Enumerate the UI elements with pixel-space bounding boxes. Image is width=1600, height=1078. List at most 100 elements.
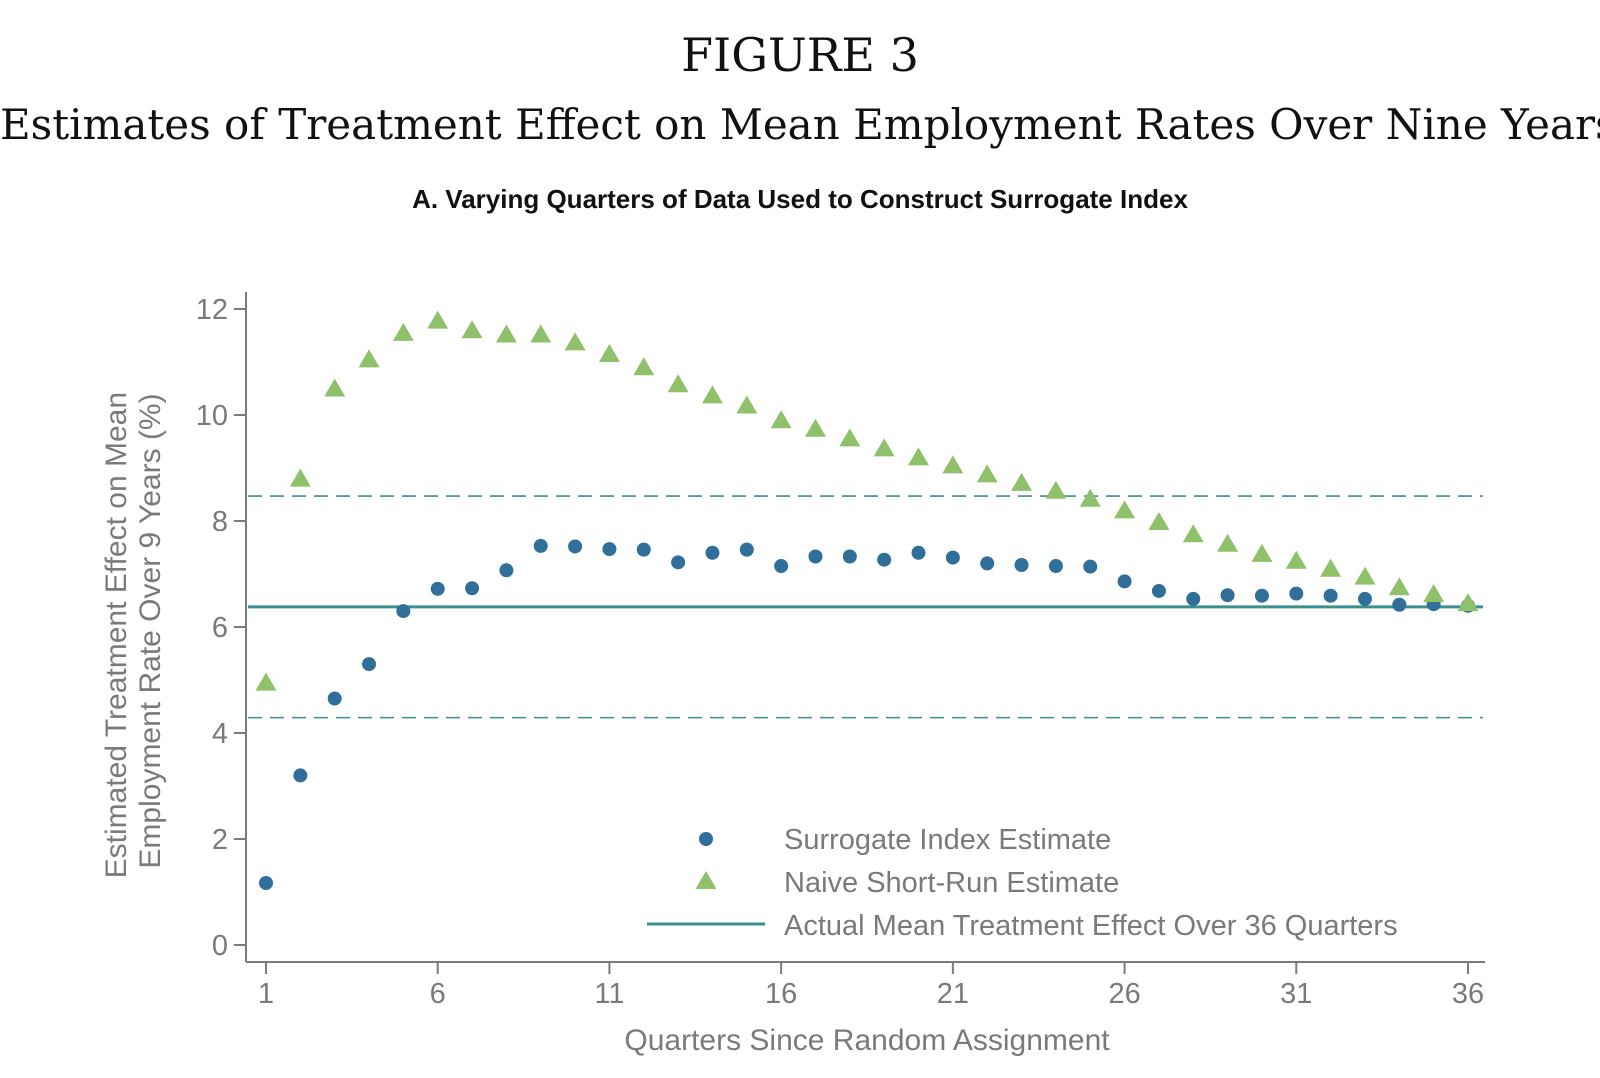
- surrogate-point: [1220, 588, 1235, 603]
- naive-point: [908, 447, 930, 466]
- y-axis-label-line-1: Estimated Treatment Effect on Mean: [100, 392, 133, 878]
- naive-point: [461, 320, 483, 339]
- naive-point: [1114, 500, 1136, 519]
- surrogate-point: [1083, 559, 1098, 574]
- figure-title: Estimates of Treatment Effect on Mean Em…: [0, 100, 1600, 149]
- surrogate-point: [877, 552, 892, 567]
- y-axis-label: Estimated Treatment Effect on Mean Emplo…: [100, 384, 167, 879]
- y-tick-label: 10: [196, 400, 228, 432]
- surrogate-point: [808, 549, 823, 564]
- legend-triangle-symbol: [695, 871, 717, 889]
- naive-point: [289, 468, 311, 487]
- y-tick-label: 0: [212, 930, 228, 962]
- naive-point: [873, 438, 895, 457]
- naive-point: [1182, 524, 1204, 543]
- naive-point: [1011, 472, 1033, 491]
- naive-point: [839, 428, 861, 447]
- naive-point: [1354, 566, 1376, 585]
- x-tick-label: 6: [430, 978, 446, 1010]
- naive-point: [976, 464, 998, 483]
- surrogate-point: [980, 556, 995, 571]
- surrogate-point: [705, 545, 720, 560]
- naive-point: [736, 395, 758, 414]
- naive-point: [427, 310, 449, 329]
- surrogate-point: [1048, 559, 1063, 574]
- naive-point: [667, 374, 689, 393]
- naive-point: [1320, 558, 1342, 577]
- panel-title: A. Varying Quarters of Data Used to Cons…: [412, 184, 1188, 214]
- surrogate-point: [1151, 583, 1166, 598]
- naive-point: [255, 672, 277, 691]
- naive-point: [358, 349, 380, 368]
- x-tick-label: 1: [258, 978, 274, 1010]
- x-tick-label: 26: [1108, 978, 1140, 1010]
- naive-point: [495, 324, 517, 343]
- legend-label: Naive Short-Run Estimate: [784, 867, 1119, 899]
- surrogate-point: [774, 559, 789, 574]
- surrogate-point: [430, 581, 445, 596]
- y-tick-label: 12: [196, 294, 228, 326]
- naive-point: [1285, 550, 1307, 569]
- surrogate-point: [533, 538, 548, 553]
- naive-point: [701, 385, 723, 404]
- naive-point: [1079, 488, 1101, 507]
- surrogate-point: [1254, 588, 1269, 603]
- surrogate-point: [1392, 597, 1407, 612]
- surrogate-point: [1323, 588, 1338, 603]
- surrogate-point: [911, 545, 926, 560]
- x-tick-label: 16: [765, 978, 797, 1010]
- naive-point: [392, 322, 414, 341]
- reference-lines: [248, 495, 1483, 719]
- surrogate-point: [568, 539, 583, 554]
- surrogate-point: [842, 549, 857, 564]
- naive-point: [1148, 512, 1170, 531]
- y-tick-label: 4: [212, 718, 228, 750]
- naive-point: [1457, 593, 1479, 612]
- naive-point: [1388, 577, 1410, 596]
- surrogate-point: [1117, 574, 1132, 589]
- legend-label: Surrogate Index Estimate: [784, 824, 1111, 856]
- legend-label: Actual Mean Treatment Effect Over 36 Qua…: [784, 910, 1398, 942]
- x-tick-label: 31: [1280, 978, 1312, 1010]
- naive-point: [770, 410, 792, 429]
- naive-point: [1423, 584, 1445, 603]
- surrogate-point: [739, 542, 754, 557]
- y-tick-label: 8: [212, 506, 228, 538]
- y-tick-label: 2: [212, 824, 228, 856]
- naive-point: [598, 344, 620, 363]
- x-axis-label: Quarters Since Random Assignment: [624, 1024, 1110, 1057]
- x-tick-label: 21: [937, 978, 969, 1010]
- surrogate-point: [602, 542, 617, 557]
- naive-point: [564, 332, 586, 351]
- surrogate-point: [259, 875, 273, 890]
- surrogate-point: [327, 691, 342, 706]
- surrogate-point: [1289, 586, 1304, 601]
- data-marks: [255, 310, 1479, 890]
- legend: Surrogate Index Estimate Naive Short-Run …: [647, 824, 1398, 942]
- surrogate-point: [1014, 557, 1029, 572]
- naive-point: [530, 324, 552, 343]
- surrogate-point: [671, 555, 686, 570]
- surrogate-point: [1186, 591, 1201, 606]
- naive-point: [324, 378, 346, 397]
- surrogate-point: [293, 768, 308, 783]
- naive-point: [1217, 533, 1239, 552]
- figure-label: FIGURE 3: [681, 28, 919, 82]
- y-tick-label: 6: [212, 612, 228, 644]
- surrogate-point: [396, 604, 411, 619]
- naive-point: [804, 418, 826, 437]
- surrogate-point: [499, 563, 514, 578]
- surrogate-point: [636, 542, 651, 557]
- naive-point: [942, 455, 964, 474]
- y-axis-label-line-2: Employment Rate Over 9 Years (%): [134, 393, 167, 868]
- naive-point: [1251, 543, 1273, 562]
- surrogate-point: [362, 657, 377, 672]
- surrogate-point: [465, 581, 480, 596]
- legend-circle-symbol: [699, 832, 713, 846]
- naive-point: [1045, 480, 1067, 499]
- surrogate-point: [945, 550, 960, 565]
- naive-point: [633, 357, 655, 376]
- x-tick-label: 11: [594, 978, 624, 1010]
